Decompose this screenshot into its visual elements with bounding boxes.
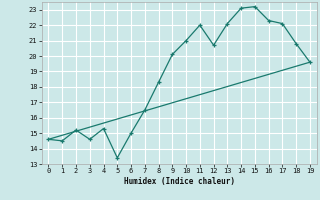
X-axis label: Humidex (Indice chaleur): Humidex (Indice chaleur)	[124, 177, 235, 186]
